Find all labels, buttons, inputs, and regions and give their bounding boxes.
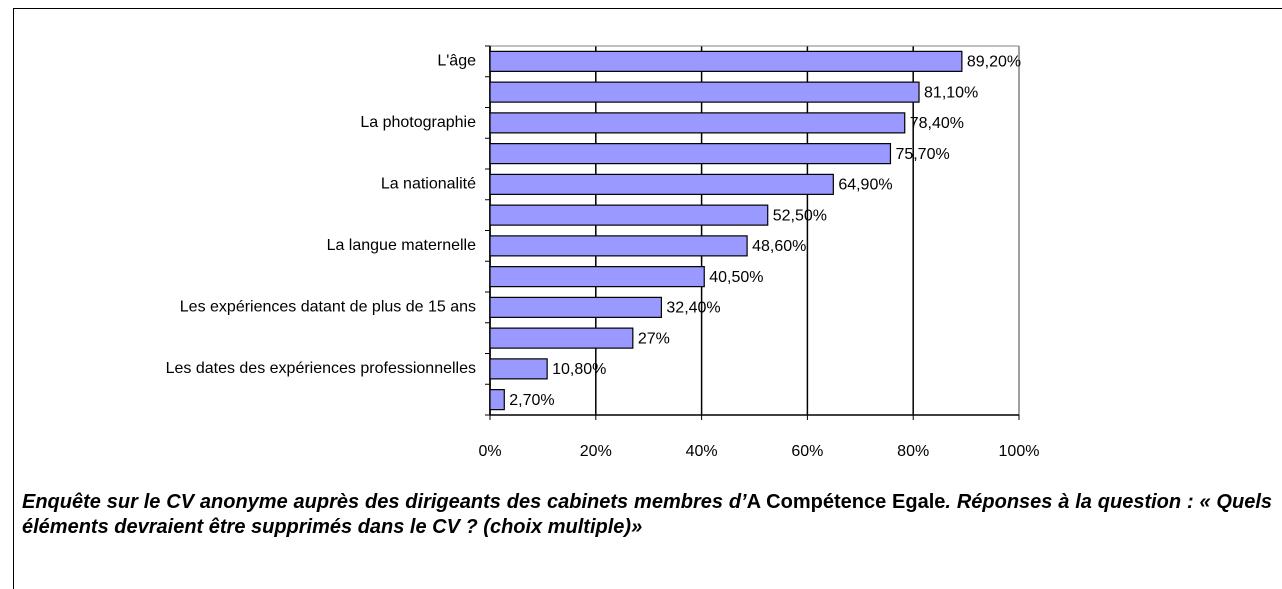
value-label: 27%: [638, 330, 670, 347]
value-label: 10,80%: [552, 361, 606, 378]
x-tick-label: 60%: [791, 443, 823, 460]
value-label: 48,60%: [752, 238, 806, 255]
frame: [13, 8, 1282, 589]
bar: [489, 266, 705, 288]
y-tick-label: L'âge: [437, 53, 476, 70]
bar: [489, 204, 769, 226]
bar: [489, 327, 634, 349]
value-label: 32,40%: [666, 300, 720, 317]
x-tick-label: 100%: [999, 443, 1040, 460]
x-tick-label: 20%: [580, 443, 612, 460]
caption-text: Enquête sur le CV anonyme auprès des dir…: [22, 491, 747, 513]
caption-text: . Réponses à la question : « Quels éléme…: [22, 491, 1273, 538]
bar: [489, 173, 834, 195]
x-tick-label: 80%: [897, 443, 929, 460]
bar: [489, 50, 963, 72]
value-label: 89,20%: [967, 54, 1021, 71]
caption-text: A Compétence Egale: [746, 491, 946, 513]
bar: [489, 296, 662, 318]
value-label: 52,50%: [773, 207, 827, 224]
value-label: 2,70%: [509, 392, 554, 409]
x-tick-label: 0%: [478, 443, 501, 460]
value-label: 75,70%: [895, 146, 949, 163]
bar: [489, 143, 892, 165]
y-tick-label: Les dates des expériences professionnell…: [166, 360, 476, 377]
y-tick-label: Les expériences datant de plus de 15 ans: [180, 299, 476, 316]
y-tick-label: La langue maternelle: [327, 237, 477, 254]
value-label: 40,50%: [709, 269, 763, 286]
bar: [489, 235, 748, 257]
x-tick-label: 40%: [686, 443, 718, 460]
bar: [489, 81, 920, 103]
y-tick-label: La photographie: [360, 114, 476, 131]
bar: [489, 358, 548, 380]
y-tick-label: La nationalité: [381, 176, 476, 193]
value-label: 64,90%: [838, 177, 892, 194]
value-label: 78,40%: [910, 115, 964, 132]
value-label: 81,10%: [924, 84, 978, 101]
bar: [489, 112, 906, 134]
caption: Enquête sur le CV anonyme auprès des dir…: [22, 490, 1272, 540]
bar: [489, 389, 505, 411]
